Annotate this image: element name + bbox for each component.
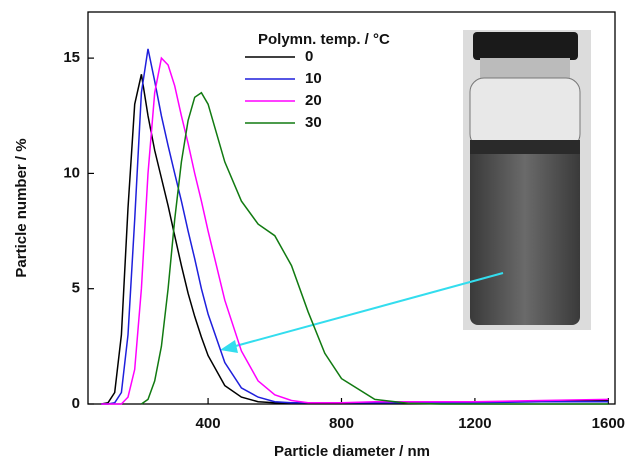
legend-label: 30 [305,114,322,131]
y-tick-label: 15 [63,49,80,66]
legend-label: 10 [305,70,322,87]
chart: Polymn. temp. / °C Particle number / % P… [0,0,639,466]
x-axis-label: Particle diameter / nm [274,443,430,460]
y-tick-label: 10 [63,164,80,181]
y-axis-label: Particle number / % [13,138,30,277]
x-tick-label: 1600 [592,415,625,432]
vial-photo [463,30,591,330]
legend-title: Polymn. temp. / °C [258,31,390,48]
y-tick-label: 0 [72,395,80,412]
legend-label: 20 [305,92,322,109]
arrow [220,273,503,353]
legend-label: 0 [305,48,313,65]
y-tick-label: 5 [72,280,80,297]
x-tick-label: 1200 [458,415,491,432]
x-tick-label: 800 [329,415,354,432]
x-tick-label: 400 [196,415,221,432]
